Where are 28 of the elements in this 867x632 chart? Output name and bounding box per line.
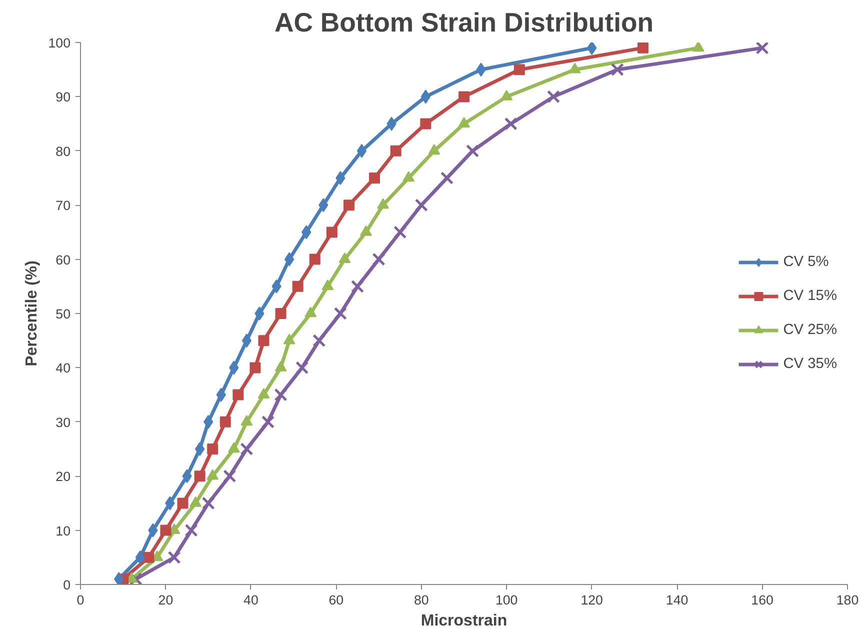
y-axis-title: Percentile (%): [23, 260, 40, 366]
y-tick-label: 70: [56, 198, 71, 214]
x-tick-label: 160: [751, 592, 774, 608]
x-tick-label: 140: [666, 592, 688, 608]
x-tick-label: 0: [76, 592, 84, 608]
y-tick-label: 40: [56, 360, 71, 376]
legend-label: CV 25%: [783, 322, 837, 338]
y-tick-label: 20: [56, 469, 71, 484]
y-tick-label: 0: [63, 578, 71, 592]
y-tick-label: 80: [56, 144, 71, 159]
x-tick-label: 40: [244, 592, 258, 608]
x-tick-label: 20: [158, 592, 174, 608]
y-tick-label: 30: [56, 414, 71, 430]
legend-label: CV 15%: [783, 288, 837, 304]
x-tick-label: 100: [495, 592, 518, 608]
y-tick-label: 50: [56, 306, 71, 322]
x-tick-label: 180: [836, 592, 859, 608]
y-tick-label: 100: [48, 36, 71, 50]
chart-title: AC Bottom Strain Distribution: [274, 8, 654, 38]
y-tick-label: 10: [56, 523, 71, 538]
legend-label: CV 35%: [783, 356, 837, 372]
x-axis-title: Microstrain: [420, 612, 508, 630]
legend-label: CV 5%: [783, 254, 829, 270]
y-tick-label: 90: [56, 90, 71, 105]
y-tick-label: 60: [56, 252, 71, 268]
x-tick-label: 80: [414, 592, 429, 608]
x-tick-label: 120: [580, 592, 603, 608]
x-tick-label: 60: [328, 592, 344, 608]
